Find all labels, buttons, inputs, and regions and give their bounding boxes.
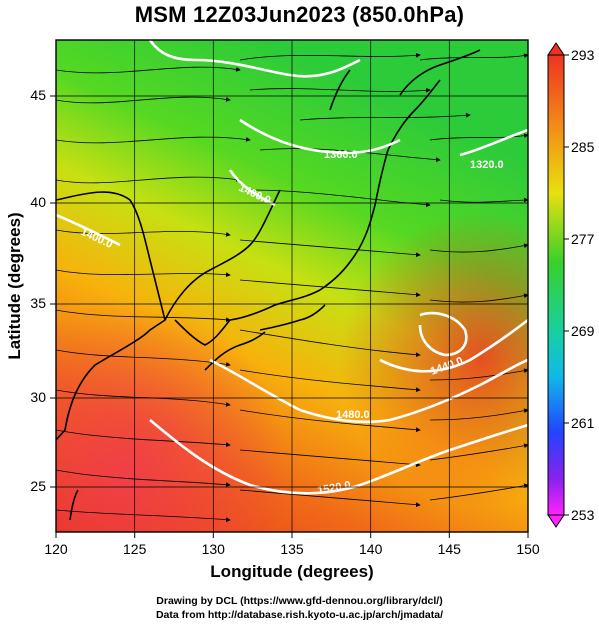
temperature-field: 1360.0 1320.0 1400.0 1400.0 1440.0 1480.… [56, 40, 528, 532]
colorbar-tick-label: 253 [571, 507, 595, 523]
y-tick-label: 40 [30, 194, 46, 210]
contour-label: 1520.0 [316, 479, 351, 497]
x-tick-label: 130 [202, 541, 226, 557]
map-title: MSM 12Z03Jun2023 (850.0hPa) [134, 2, 465, 27]
colorbar-tick-label: 293 [571, 47, 595, 63]
y-tick-label: 35 [30, 295, 46, 311]
colorbar-tick-label: 261 [571, 415, 595, 431]
colorbar-tick-label: 269 [571, 323, 595, 339]
y-tick-label: 30 [30, 389, 46, 405]
x-tick-label: 125 [123, 541, 147, 557]
grid-lines [56, 40, 528, 532]
x-tick-label: 120 [44, 541, 68, 557]
credit-line-dcl: Drawing by DCL (https://www.gfd-dennou.o… [156, 595, 443, 607]
colorbar-tick-label: 277 [571, 231, 595, 247]
y-tick-label: 45 [30, 87, 46, 103]
y-axis-title: Latitude (degrees) [5, 212, 24, 359]
colorbar-scale [547, 54, 565, 516]
x-tick-label: 150 [516, 541, 540, 557]
x-tick-label: 140 [359, 541, 383, 557]
credit-line-data-source: Data from http://database.rish.kyoto-u.a… [155, 609, 444, 621]
colorbar-min-arrow [547, 514, 565, 528]
contour-label: 1480.0 [336, 409, 370, 421]
contour-label: 1360.0 [324, 149, 358, 161]
colorbar: 293 285 277 269 261 253 [547, 42, 595, 528]
streamlines [56, 52, 528, 523]
x-tick-label: 145 [438, 541, 462, 557]
x-tick-label: 135 [280, 541, 304, 557]
colorbar-max-arrow [547, 42, 565, 56]
x-axis-title: Longitude (degrees) [210, 562, 373, 581]
coastlines [56, 49, 481, 521]
colorbar-tick-label: 285 [571, 139, 595, 155]
axis-ticks [50, 95, 529, 538]
y-tick-label: 25 [30, 478, 46, 494]
contour-label: 1320.0 [470, 159, 504, 171]
